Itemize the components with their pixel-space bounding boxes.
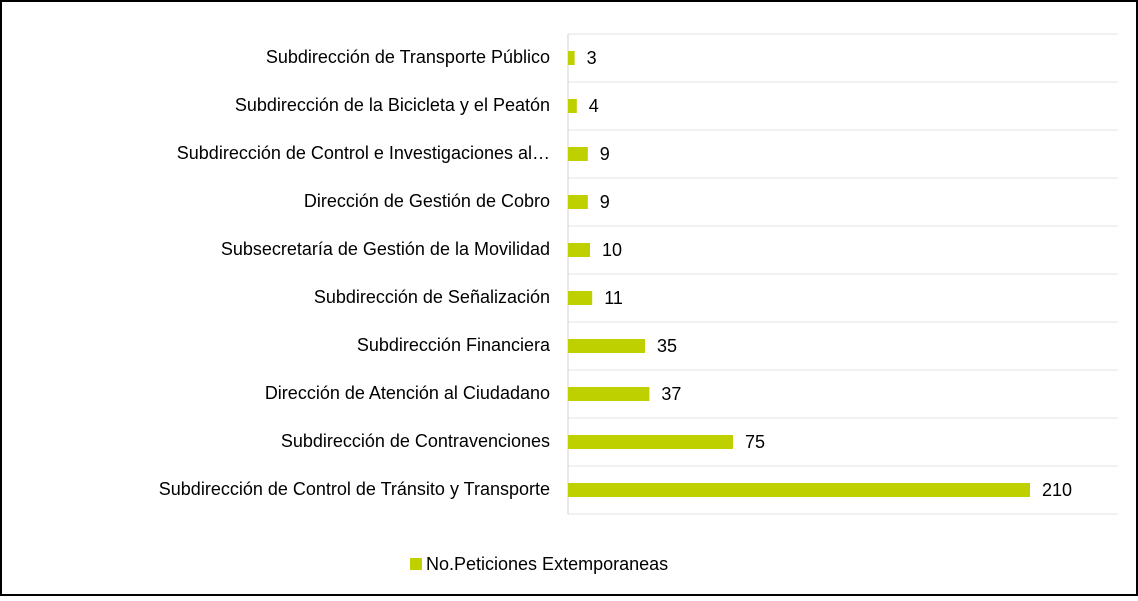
- y-tick-label: Dirección de Gestión de Cobro: [304, 191, 550, 211]
- legend-swatch: [410, 558, 422, 570]
- value-label: 9: [600, 192, 610, 212]
- y-tick-label: Subdirección de Contravenciones: [281, 431, 550, 451]
- value-label: 210: [1042, 480, 1072, 500]
- value-label: 37: [661, 384, 681, 404]
- y-tick-label: Subdirección de la Bicicleta y el Peatón: [235, 95, 550, 115]
- bar: [568, 243, 590, 257]
- bar: [568, 51, 575, 65]
- y-tick-label: Subdirección de Transporte Público: [266, 47, 550, 67]
- bar: [568, 147, 588, 161]
- value-label: 35: [657, 336, 677, 356]
- y-tick-label: Subsecretaría de Gestión de la Movilidad: [221, 239, 550, 259]
- bar: [568, 387, 650, 401]
- y-tick-label: Subdirección Financiera: [357, 335, 551, 355]
- value-label: 3: [587, 48, 597, 68]
- value-label: 4: [589, 96, 599, 116]
- y-tick-label: Subdirección de Control e Investigacione…: [177, 143, 550, 163]
- legend-label: No.Peticiones Extemporaneas: [426, 554, 668, 574]
- bar: [568, 435, 733, 449]
- y-tick-label: Subdirección de Señalización: [314, 287, 550, 307]
- bar: [568, 99, 577, 113]
- value-label: 10: [602, 240, 622, 260]
- value-label: 75: [745, 432, 765, 452]
- value-label: 11: [604, 288, 623, 308]
- y-tick-label: Subdirección de Control de Tránsito y Tr…: [159, 479, 550, 499]
- y-tick-label: Dirección de Atención al Ciudadano: [265, 383, 550, 403]
- bar: [568, 483, 1030, 497]
- bar: [568, 339, 645, 353]
- value-label: 9: [600, 144, 610, 164]
- bar: [568, 291, 593, 305]
- bar: [568, 195, 588, 209]
